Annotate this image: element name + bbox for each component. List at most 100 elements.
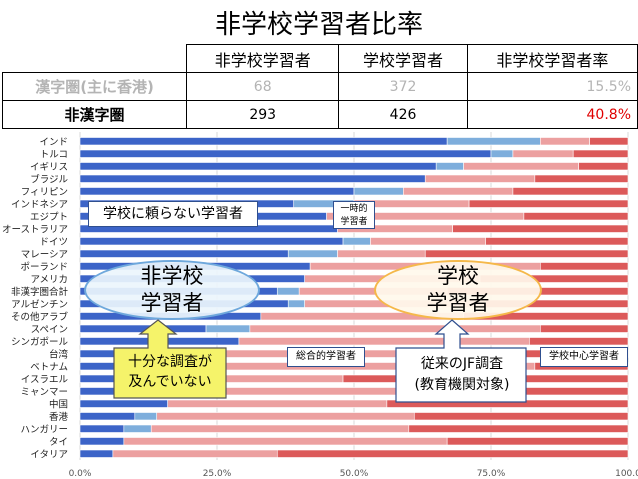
bar-segment: [342, 237, 371, 246]
nonschool-oval-line2: 学習者: [140, 291, 204, 315]
bar-segment: [485, 237, 629, 246]
category-label: アルゼンチン: [11, 298, 68, 310]
category-label: タイ: [49, 437, 68, 448]
school-oval-line2: 学習者: [426, 291, 490, 315]
bar-segment: [512, 187, 629, 196]
bar-segment: [424, 249, 629, 258]
category-label: エジプト: [30, 212, 68, 223]
category-label: イタリア: [30, 449, 68, 460]
temporary-learners-label: 一時的 学習者: [333, 201, 375, 229]
summary-row-label: 漢字圏(主に香港): [1, 72, 188, 101]
bar-segment: [112, 449, 278, 458]
bar-segment: [79, 437, 125, 446]
bar-segment: [79, 249, 289, 258]
summary-row-label: 非漢字圏: [1, 100, 188, 129]
bar-segment: [468, 199, 629, 208]
bar-segment: [79, 137, 448, 146]
school-learners-oval: 学校 学習者: [374, 260, 542, 320]
category-label: 非漢字圏合計: [11, 286, 69, 298]
category-label: 台湾: [49, 348, 69, 360]
summary-header-rate: 非学校学習者率: [466, 44, 638, 73]
summary-school-value: 426: [338, 100, 468, 129]
category-label: ブラジル: [30, 173, 68, 185]
jf-survey-text: 従来のJF調査 (教育機関対象): [396, 354, 528, 396]
jf-survey-line2: (教育機関対象): [414, 377, 510, 393]
bar-segment: [446, 137, 541, 146]
bar-segment: [572, 149, 629, 158]
bar-segment: [540, 324, 629, 333]
summary-header-nonschool: 非学校学習者: [186, 44, 340, 73]
school-oval-line1: 学校: [437, 264, 479, 288]
bar-segment: [79, 174, 426, 183]
summary-row-kanji: 漢字圏(主に香港) 68 372 15.5%: [1, 72, 638, 101]
bar-segment: [463, 162, 579, 171]
nonschool-oval-line1: 非学校: [140, 264, 204, 288]
summary-row-nonkanji: 非漢字圏 293 426 40.8%: [1, 100, 638, 129]
category-label: オーストラリア: [2, 224, 68, 235]
category-label: ベトナム: [30, 362, 68, 373]
bar-segment: [413, 412, 629, 421]
bar-segment: [123, 437, 448, 446]
callout-arrow-shape: [113, 319, 227, 399]
page-title: 非学校学習者比率: [214, 10, 423, 40]
summary-school-value: 372: [338, 72, 468, 101]
summary-rate-value: 15.5%: [466, 72, 638, 101]
bar-segment: [523, 212, 629, 221]
bar-segment: [529, 337, 629, 346]
bar-segment: [424, 174, 536, 183]
category-label: イスラエル: [21, 374, 69, 385]
bar-segment: [353, 187, 404, 196]
comprehensive-learners-label: 総合的学習者: [287, 347, 365, 367]
summary-table: 非学校学習者 学校学習者 非学校学習者率 漢字圏(主に香港) 68 372 15…: [1, 44, 638, 129]
bar-segment: [446, 437, 629, 446]
bar-segment: [150, 424, 410, 433]
x-tick-label: 75.0%: [477, 469, 506, 479]
bar-segment: [79, 424, 125, 433]
bar-segment: [512, 149, 574, 158]
bar-segment: [287, 249, 338, 258]
bar-segment: [79, 449, 114, 458]
school-centered-learners-label: 学校中心学習者: [540, 347, 628, 367]
bar-segment: [123, 424, 152, 433]
category-label: イギリス: [30, 162, 68, 173]
category-label: トルコ: [40, 149, 68, 160]
bar-segment: [79, 149, 492, 158]
category-label: その他アラブ: [11, 311, 69, 323]
bar-segment: [408, 424, 629, 433]
insufficient-survey-callout: [113, 319, 227, 399]
bar-segment: [134, 412, 158, 421]
summary-header-school: 学校学習者: [338, 44, 468, 73]
bar-segment: [435, 162, 464, 171]
category-label: スペイン: [31, 324, 68, 335]
callout-arrow-shape: [395, 319, 527, 403]
bar-segment: [337, 249, 426, 258]
insufficient-line2: 及んでいない: [128, 374, 212, 390]
jf-survey-line1: 従来のJF調査: [420, 356, 504, 372]
x-tick-label: 100.0: [615, 469, 638, 479]
temporary-learners-line2: 学習者: [340, 217, 368, 227]
insufficient-line1: 十分な調査が: [128, 354, 212, 370]
category-label: フィリピン: [21, 187, 68, 198]
bar-segment: [540, 262, 629, 271]
x-tick-label: 25.0%: [203, 469, 232, 479]
category-label: マレーシア: [21, 249, 68, 260]
bar-segment: [578, 162, 629, 171]
category-label: シンガポール: [11, 337, 69, 348]
bar-segment: [79, 412, 136, 421]
category-label: ドイツ: [39, 237, 68, 248]
insufficient-survey-text: 十分な調査が 及んでいない: [114, 352, 226, 392]
bar-segment: [276, 449, 629, 458]
category-label: アメリカ: [30, 274, 68, 285]
x-tick-label: 50.0%: [340, 469, 369, 479]
bar-segment: [540, 137, 590, 146]
temporary-learners-line1: 一時的: [340, 204, 368, 214]
summary-header-row: 非学校学習者 学校学習者 非学校学習者率: [3, 44, 638, 73]
category-label: インド: [39, 137, 68, 148]
jf-survey-callout: [395, 319, 527, 403]
x-tick-label: 0.0%: [69, 469, 92, 479]
summary-corner: [3, 45, 187, 73]
no-school-learners-label: 学校に頼らない学習者: [88, 201, 258, 227]
bar-segment: [276, 287, 300, 296]
category-label: ポーランド: [20, 262, 68, 273]
category-label: インドネシア: [11, 199, 68, 210]
